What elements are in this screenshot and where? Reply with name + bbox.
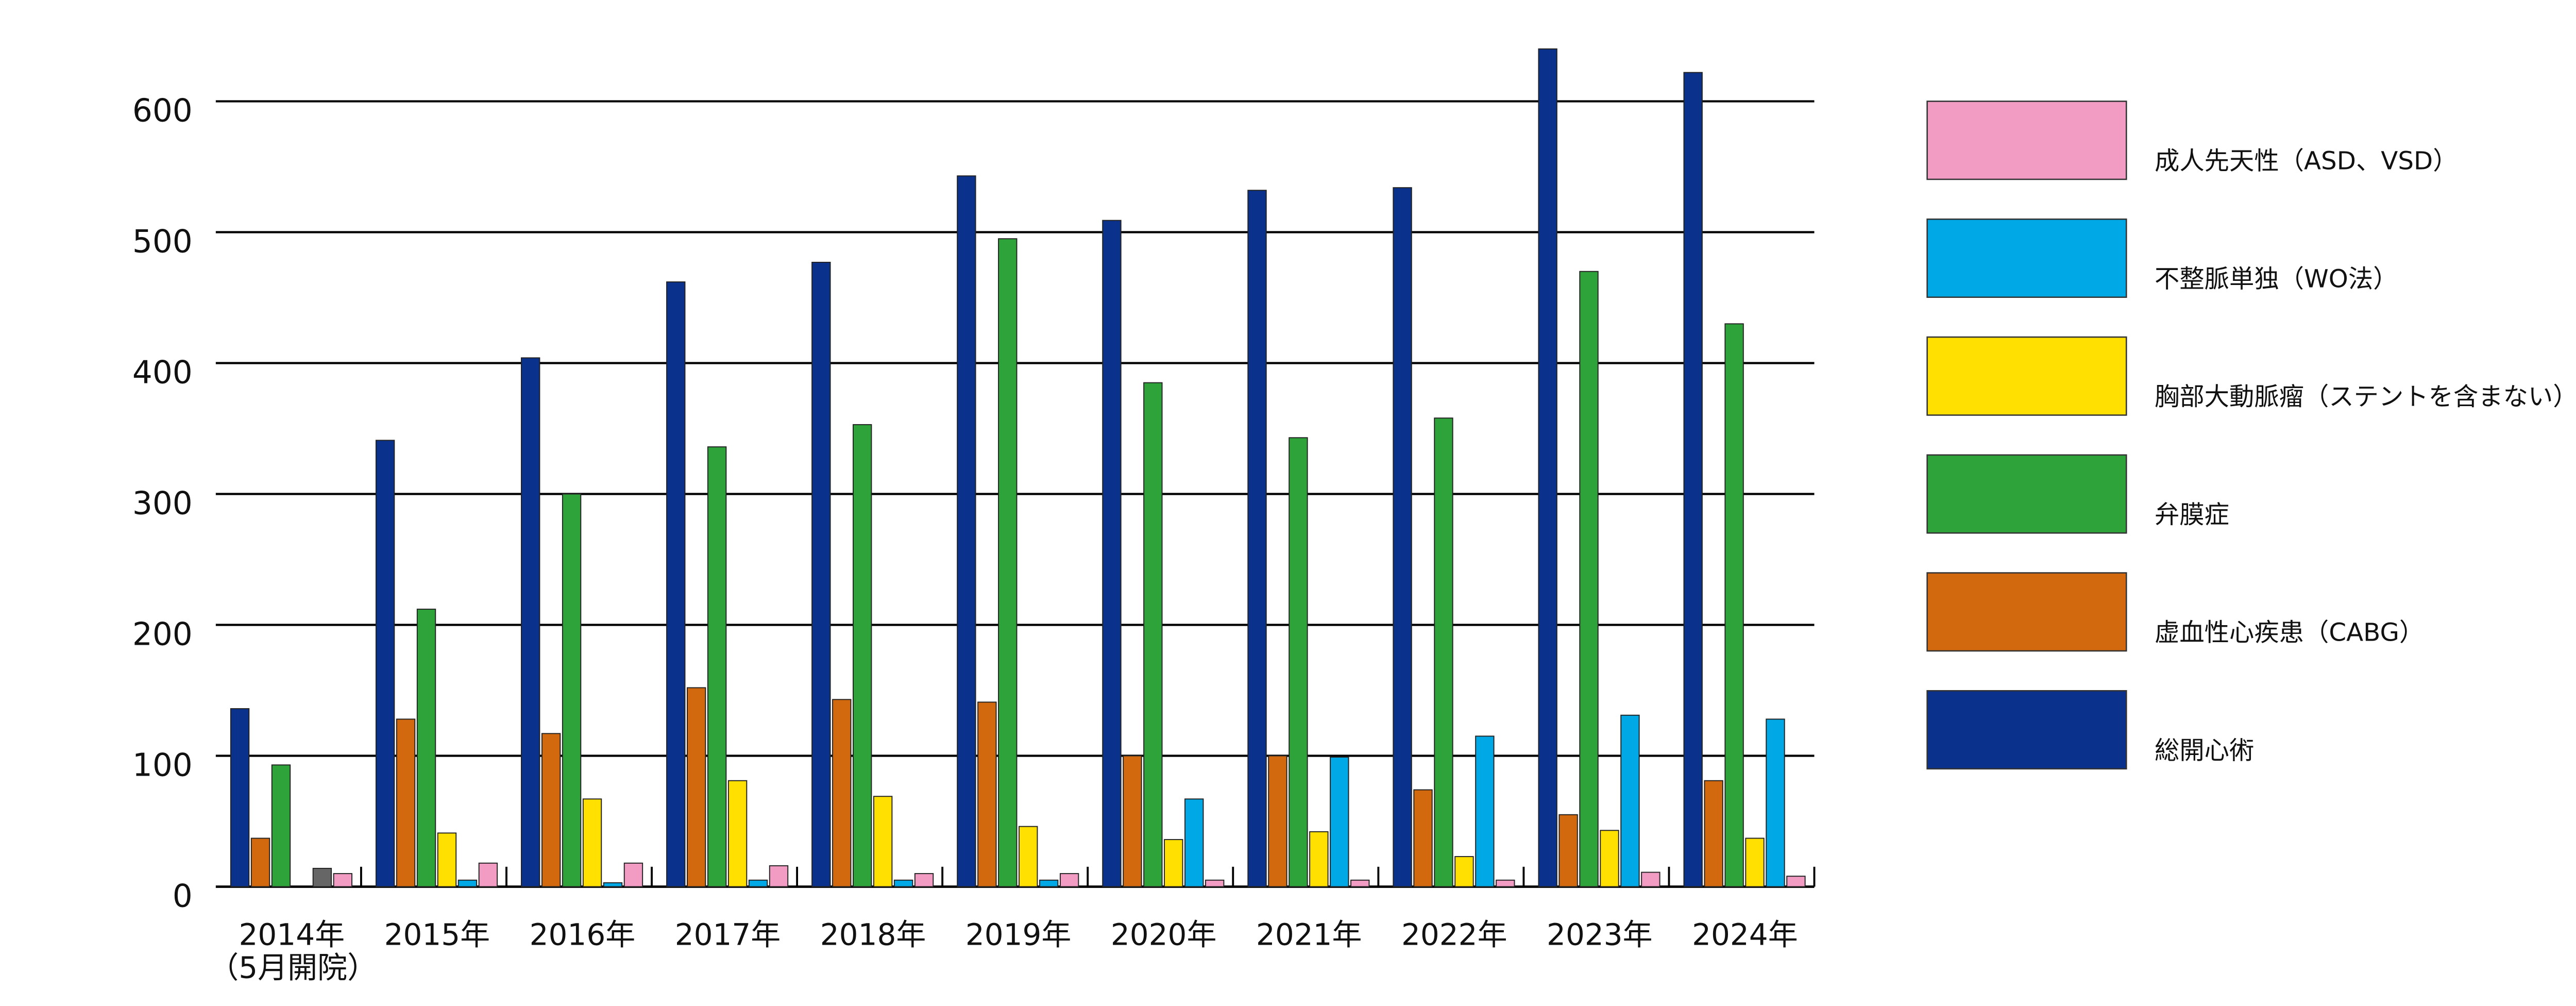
bar (1413, 789, 1433, 887)
bar (562, 493, 582, 887)
x-tick-label: 2016年 (529, 918, 636, 953)
bar (457, 879, 478, 887)
bar (873, 796, 893, 887)
bar (250, 837, 270, 887)
x-tick-label: 2020年 (1110, 918, 1217, 953)
x-tick-label: 2018年 (820, 918, 926, 953)
bar (1184, 798, 1204, 887)
legend-swatch (1926, 336, 2127, 416)
bar (521, 357, 540, 887)
bar (1164, 839, 1183, 887)
x-tick-label: 2024年 (1692, 918, 1798, 953)
bar (1683, 72, 1703, 887)
bar (1123, 755, 1142, 887)
bar (1620, 714, 1640, 887)
bar (1039, 879, 1059, 887)
y-tick-label: 500 (132, 224, 193, 260)
bar (1538, 48, 1557, 887)
bar (769, 865, 789, 887)
bar (1454, 856, 1474, 887)
legend-swatch (1926, 100, 2127, 180)
bar (811, 261, 831, 887)
bar (1434, 417, 1453, 887)
bar (1600, 830, 1619, 887)
bar (1059, 873, 1079, 887)
legend-label: 弁膜症 (2155, 499, 2230, 530)
y-tick-label: 300 (132, 485, 193, 522)
bar (1745, 837, 1765, 887)
bar (582, 798, 602, 887)
bar (1558, 814, 1578, 887)
bar (748, 879, 768, 887)
bar (1247, 190, 1267, 887)
bar (396, 718, 416, 887)
bar (957, 175, 976, 887)
bar (707, 446, 727, 887)
bar (1766, 718, 1785, 887)
bar (478, 862, 498, 887)
bar (853, 424, 872, 887)
bar (832, 699, 852, 887)
bar (998, 238, 1018, 887)
bar (1205, 879, 1225, 887)
bar (1102, 220, 1122, 887)
bar (1496, 879, 1515, 887)
x-tick-label: 2023年 (1547, 918, 1653, 953)
bar (1309, 831, 1329, 887)
legend-swatch (1926, 690, 2127, 770)
bar (623, 862, 643, 887)
bar (666, 281, 686, 887)
bar (893, 879, 913, 887)
y-tick-label: 400 (132, 355, 193, 391)
bar (914, 873, 934, 887)
bar (1724, 323, 1744, 887)
bar (312, 867, 332, 887)
bar (603, 882, 623, 887)
bar (1350, 879, 1370, 887)
bar (230, 708, 250, 887)
bar (1641, 871, 1660, 887)
bar (375, 440, 395, 887)
bar (1330, 757, 1349, 887)
y-tick-label: 600 (132, 93, 193, 129)
bar (1268, 755, 1287, 887)
x-tick-label: 2022年 (1401, 918, 1507, 953)
x-tick-label: 2015年 (384, 918, 490, 953)
x-tick-label: 2014年 （5月開院） (209, 918, 378, 986)
bar (1143, 382, 1163, 887)
legend-swatch (1926, 454, 2127, 534)
legend-label: 成人先天性（ASD、VSD） (2155, 146, 2458, 176)
y-tick-label: 200 (132, 616, 193, 653)
x-tick-label: 2021年 (1256, 918, 1362, 953)
legend-label: 胸部大動脈瘤（ステントを含まない） (2155, 382, 2576, 412)
bar (1019, 826, 1038, 887)
bar (1786, 876, 1806, 887)
bar (1289, 437, 1308, 887)
legend-label: 虚血性心疾患（CABG） (2155, 617, 2425, 648)
legend-label: 総開心術 (2155, 735, 2255, 766)
legend-swatch (1926, 572, 2127, 652)
x-tick-label: 2019年 (965, 918, 1072, 953)
bar (1704, 780, 1723, 887)
bar (977, 701, 997, 887)
bar (333, 873, 353, 887)
bar (687, 687, 706, 887)
bar (437, 832, 457, 887)
bar (541, 733, 561, 887)
bar (727, 780, 748, 887)
y-tick-label: 100 (132, 747, 193, 784)
bar (1393, 187, 1412, 887)
bar (1579, 271, 1599, 887)
bar (271, 764, 291, 887)
x-tick-label: 2017年 (674, 918, 781, 953)
legend-label: 不整脈単独（WO法） (2155, 264, 2398, 294)
bar (1475, 735, 1495, 887)
legend-swatch (1926, 219, 2127, 298)
bar (416, 609, 436, 887)
y-tick-label: 0 (173, 878, 193, 915)
